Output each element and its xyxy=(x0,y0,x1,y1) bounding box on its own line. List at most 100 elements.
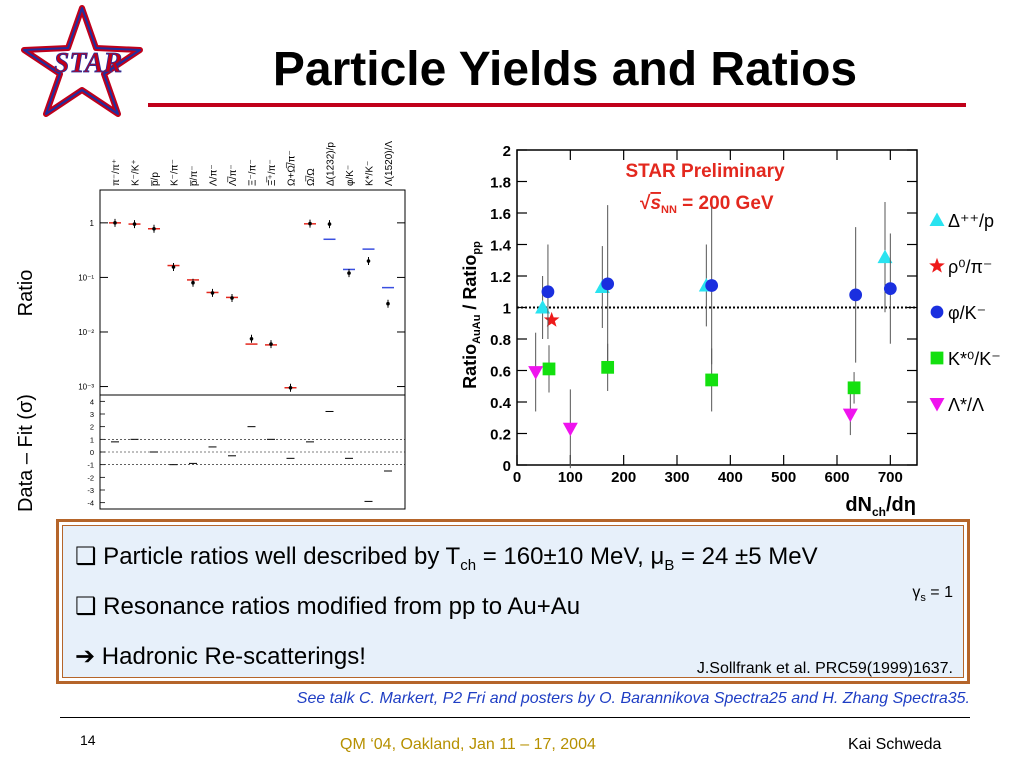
data-point xyxy=(191,280,195,285)
category-label: Ω̅/Ω xyxy=(305,168,317,186)
category-label: Ω+Ω̅/π⁻ xyxy=(286,150,298,186)
right-ytick-label: 1.2 xyxy=(490,269,511,286)
data-marker xyxy=(883,282,897,295)
legend-marker xyxy=(929,398,945,412)
right-ytick-label: 1 xyxy=(503,301,511,318)
data-point xyxy=(152,226,156,231)
category-label: Δ(1232)/p xyxy=(326,142,337,186)
legend-marker xyxy=(929,212,945,226)
right-ytick-label: 0.6 xyxy=(490,364,511,381)
right-ylabel: RatioAuAu / Ratiopp xyxy=(460,241,483,389)
upper-panel-frame xyxy=(99,189,406,396)
right-ytick-label: 1.8 xyxy=(490,175,511,192)
right-ytick-label: 0.2 xyxy=(490,427,511,444)
ratios-chart-frames xyxy=(99,189,406,510)
resid-ytick-label: 3 xyxy=(90,410,94,419)
right-ytick-label: 0.8 xyxy=(490,332,511,349)
data-marker xyxy=(543,311,560,327)
legend-label: Λ*/Λ xyxy=(948,395,984,415)
legend-label: K*⁰/K⁻ xyxy=(948,349,1001,369)
data-marker xyxy=(562,422,578,437)
category-label: K*/K⁻ xyxy=(365,161,376,186)
data-marker xyxy=(535,300,551,314)
preliminary-label: STAR Preliminary xyxy=(625,161,785,182)
gamma-s-label: γs = 1 xyxy=(912,584,953,605)
right-xtick-label: 700 xyxy=(878,469,903,486)
summary-box: ❑ Particle ratios well described by Tch … xyxy=(56,519,970,684)
lower-ylabel: Data – Fit (σ) xyxy=(15,394,37,512)
right-xlabel: dNch/dη xyxy=(845,494,916,519)
data-point xyxy=(210,291,215,295)
data-marker xyxy=(842,408,858,423)
data-point xyxy=(327,222,332,226)
summary-bullet-2: ❑ Resonance ratios modified from pp to A… xyxy=(75,593,581,620)
data-point xyxy=(288,385,293,390)
citation: J.Sollfrank et al. PRC59(1999)1637. xyxy=(696,660,953,677)
lower-panel-marks: 4 3 2 1 0 -1 -2 -3 -4 xyxy=(87,397,405,508)
data-point xyxy=(366,259,371,263)
data-marker xyxy=(601,360,615,374)
summary-bullet-3: ➔ Hadronic Re-scatterings! xyxy=(75,643,366,670)
data-point xyxy=(249,336,254,341)
resid-ytick-label: -4 xyxy=(87,499,94,508)
category-label: Λ/π⁻ xyxy=(209,164,220,186)
data-marker xyxy=(528,366,544,380)
data-marker xyxy=(541,285,555,299)
resid-ytick-label: -2 xyxy=(87,473,94,482)
upper-ytick-label: 10⁻³ xyxy=(78,383,94,392)
legend-label: Δ⁺⁺/p xyxy=(948,211,994,231)
right-xtick-label: 0 xyxy=(513,469,521,486)
legend-label: ρ⁰/π⁻ xyxy=(948,257,992,277)
data-marker xyxy=(705,279,719,292)
star-logo-outline xyxy=(23,7,141,115)
data-marker xyxy=(847,381,861,395)
data-marker xyxy=(877,249,893,264)
data-marker xyxy=(849,288,863,302)
data-point xyxy=(269,342,273,346)
right-xtick-label: 200 xyxy=(611,469,636,486)
data-point xyxy=(132,222,137,226)
data-marker xyxy=(601,277,615,291)
data-marker xyxy=(705,373,719,387)
footer-rule xyxy=(60,717,970,718)
author-label: Kai Schweda xyxy=(848,736,942,753)
legend: Δ⁺⁺/p ρ⁰/π⁻ φ/K⁻ K*⁰/K⁻ Λ*/Λ xyxy=(929,211,1001,415)
legend-marker xyxy=(930,305,944,319)
category-label: φ/K⁻ xyxy=(345,165,356,186)
category-label: Ξ⁻/π⁻ xyxy=(248,159,259,186)
right-xtick-label: 100 xyxy=(558,469,583,486)
right-ytick-label: 0.4 xyxy=(490,395,512,412)
category-label: Λ(1520)/Λ xyxy=(384,141,395,186)
category-labels: π⁻/π⁺ K⁻/K⁺ p̅/p K⁻/π⁻ p̅/π⁻ Λ/π⁻ Λ̅/π⁻ Ξ⁻/π⁻ Ξ̅… xyxy=(111,141,395,186)
right-xtick-label: 600 xyxy=(824,469,849,486)
data-point xyxy=(308,221,312,226)
summary-box-inner: ❑ Particle ratios well described by Tch … xyxy=(62,525,964,678)
upper-ytick-label: 10⁻¹ xyxy=(78,273,94,282)
resonance-ratio-chart: STAR Preliminary √sNN = 200 GeV RatioAuA… xyxy=(460,143,1001,519)
right-ytick-label: 0 xyxy=(503,458,511,475)
category-label: π⁻/π⁺ xyxy=(111,159,122,186)
resid-ytick-label: -1 xyxy=(87,461,94,470)
data-point xyxy=(113,221,117,225)
right-xtick-label: 300 xyxy=(664,469,689,486)
category-label: K⁻/K⁺ xyxy=(131,159,142,186)
upper-ytick-label: 1 xyxy=(90,219,95,228)
right-ytick-label: 1.6 xyxy=(490,206,511,223)
legend-marker xyxy=(929,257,945,273)
conference-label: QM ‘04, Oakland, Jan 11 – 17, 2004 xyxy=(340,736,596,753)
right-axes: 0 0.2 0.4 0.6 0.8 1 1.2 1.4 1.6 1.8 2 0 100 200 300 400… xyxy=(490,143,917,486)
right-ytick-label: 1.4 xyxy=(490,238,512,255)
upper-ylabel: Ratio xyxy=(15,270,37,317)
legend-label: φ/K⁻ xyxy=(948,303,986,323)
right-xtick-label: 500 xyxy=(771,469,796,486)
data-point xyxy=(230,296,234,300)
category-label: p̅/p xyxy=(150,172,161,186)
category-label: Ξ̅⁺/π⁻ xyxy=(266,159,278,186)
resid-ytick-label: 0 xyxy=(90,448,94,457)
data-point xyxy=(171,265,176,269)
data-point xyxy=(347,271,351,275)
data-marker xyxy=(542,362,556,376)
upper-ytick-label: 10⁻² xyxy=(78,328,94,337)
resid-ytick-label: 2 xyxy=(90,423,94,432)
star-logo: STAR xyxy=(21,5,143,117)
